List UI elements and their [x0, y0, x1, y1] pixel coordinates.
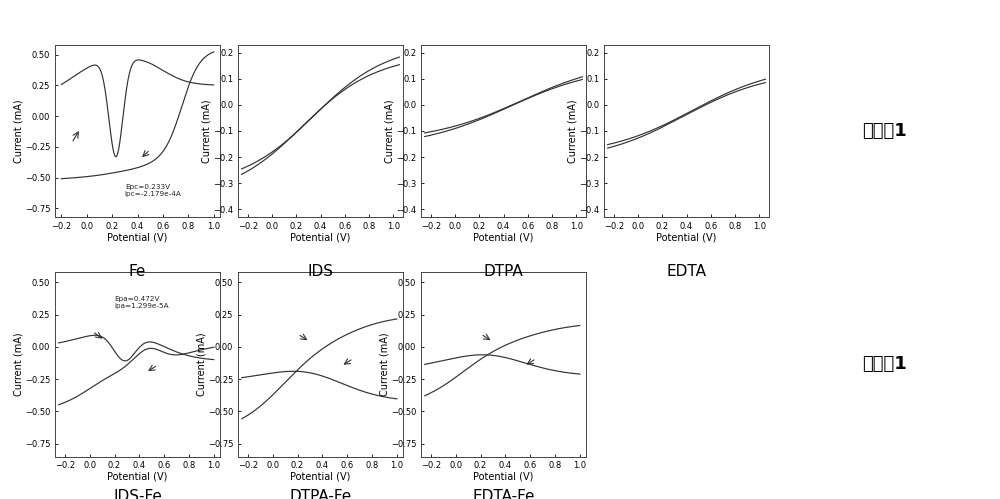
Y-axis label: Current (mA): Current (mA) — [568, 99, 578, 163]
Text: DTPA: DTPA — [484, 264, 523, 279]
Text: EDTA: EDTA — [666, 264, 706, 279]
Y-axis label: Current (mA): Current (mA) — [13, 99, 23, 163]
Text: IDS: IDS — [308, 264, 334, 279]
Y-axis label: Current (mA): Current (mA) — [13, 332, 23, 396]
X-axis label: Potential (V): Potential (V) — [290, 472, 351, 482]
Text: EDTA-Fe: EDTA-Fe — [472, 489, 535, 499]
X-axis label: Potential (V): Potential (V) — [656, 233, 717, 243]
Text: DTPA-Fe: DTPA-Fe — [289, 489, 352, 499]
X-axis label: Potential (V): Potential (V) — [107, 233, 168, 243]
Text: Epa=0.472V
ipa=1.299e-5A: Epa=0.472V ipa=1.299e-5A — [115, 296, 169, 309]
Text: Fe: Fe — [129, 264, 146, 279]
Y-axis label: Current (mA): Current (mA) — [202, 99, 212, 163]
Text: IDS-Fe: IDS-Fe — [113, 489, 162, 499]
X-axis label: Potential (V): Potential (V) — [473, 472, 534, 482]
Y-axis label: Current (mA): Current (mA) — [379, 332, 389, 396]
X-axis label: Potential (V): Potential (V) — [290, 233, 351, 243]
X-axis label: Potential (V): Potential (V) — [473, 233, 534, 243]
Y-axis label: Current (mA): Current (mA) — [384, 99, 394, 163]
Y-axis label: Current (mA): Current (mA) — [196, 332, 206, 396]
Text: Epc=0.233V
ipc=-2.179e-4A: Epc=0.233V ipc=-2.179e-4A — [125, 184, 182, 197]
Text: 实施例1: 实施例1 — [862, 355, 907, 373]
X-axis label: Potential (V): Potential (V) — [107, 472, 168, 482]
Text: 对比例1: 对比例1 — [862, 122, 907, 140]
